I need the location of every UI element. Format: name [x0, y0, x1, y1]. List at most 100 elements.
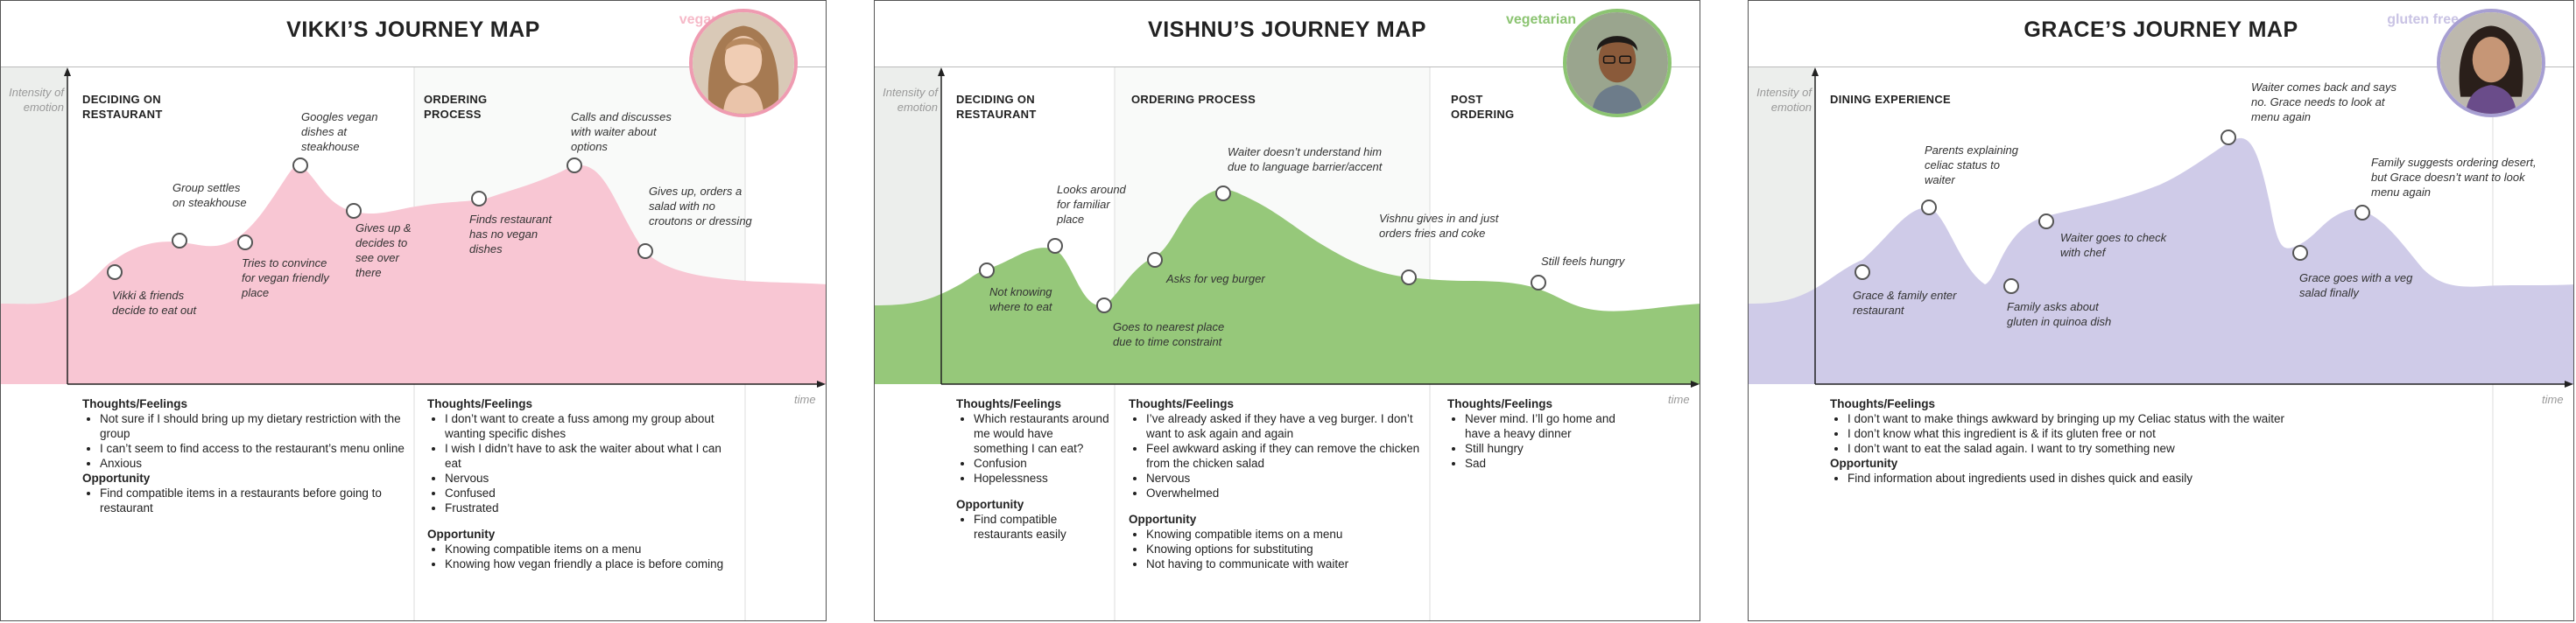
notes-column: Thoughts/Feelings I don’t want to create… — [427, 396, 739, 571]
annotation: Not knowing where to eat — [989, 285, 1052, 313]
event-point — [471, 191, 487, 206]
annotation: Calls and discusses with waiter about op… — [571, 110, 672, 153]
event-point — [237, 234, 253, 250]
thought-item: Nervous — [445, 471, 739, 486]
event-point — [1096, 298, 1112, 313]
opportunity-item: Find information about ingredients used … — [1848, 471, 2460, 486]
diet-badge: gluten free — [2387, 12, 2459, 27]
thought-item: Which restaurants around me would have s… — [974, 411, 1109, 456]
opportunity-item: Find compatible items in a restaurants b… — [100, 486, 406, 515]
notes-column: Thoughts/Feelings Not sure if I should b… — [82, 396, 406, 515]
avatar-grace — [2437, 9, 2545, 117]
thought-item: Hopelessness — [974, 471, 1109, 486]
emotion-area-vikki — [1, 164, 826, 384]
axis-y-label: Intensity of emotion — [883, 86, 938, 114]
thoughts-heading: Thoughts/Feelings — [82, 397, 187, 410]
opportunity-item: Knowing options for substituting — [1146, 542, 1425, 556]
event-point — [2221, 130, 2236, 145]
diet-badge: vegetarian — [1505, 12, 1576, 27]
avatar-vikki — [689, 9, 798, 117]
thoughts-heading: Thoughts/Feelings — [1830, 397, 1935, 410]
annotation: Gives up & decides to see over there — [355, 221, 412, 279]
event-point — [2038, 214, 2054, 229]
annotation: Vishnu gives in and just orders fries an… — [1379, 212, 1499, 240]
event-point — [979, 262, 995, 278]
thought-item: I don’t want to create a fuss among my g… — [445, 411, 739, 441]
thought-item: Sad — [1465, 456, 1636, 471]
event-point — [2354, 205, 2370, 220]
annotation: Asks for veg burger — [1166, 272, 1265, 285]
opportunity-heading: Opportunity — [82, 472, 151, 485]
opportunity-heading: Opportunity — [1129, 513, 1197, 526]
notes-column: Thoughts/Feelings I’ve already asked if … — [1129, 396, 1425, 571]
annotation: Googles vegan dishes at steakhouse — [301, 110, 378, 153]
event-point — [107, 264, 123, 280]
thought-item: I wish I didn’t have to ask the waiter a… — [445, 441, 739, 471]
page-title: VIKKI’S JOURNEY MAP — [1, 1, 826, 67]
thought-item: Anxious — [100, 456, 406, 471]
emotion-chart-grace — [1749, 67, 2573, 620]
emotion-chart-vishnu — [875, 67, 1700, 620]
avatar-vishnu — [1563, 9, 1672, 117]
event-point — [2292, 245, 2308, 261]
journey-map-grace: GRACE’S JOURNEY MAP gluten free Intensit… — [1748, 0, 2574, 621]
opportunity-item: Find compatible restaurants easily — [974, 512, 1109, 542]
emotion-area-grace — [1749, 137, 2573, 384]
stage-label: DECIDING ON RESTAURANT — [956, 93, 1037, 121]
thought-item: Never mind. I’ll go home and have a heav… — [1465, 411, 1636, 441]
annotation: Finds restaurant has no vegan dishes — [469, 213, 552, 256]
annotation: Waiter comes back and says no. Grace nee… — [2251, 80, 2397, 123]
page-title: VISHNU’S JOURNEY MAP — [875, 1, 1700, 67]
event-point — [567, 158, 582, 173]
emotion-chart-vikki — [1, 67, 826, 620]
axis-x-label: time — [794, 393, 816, 406]
stage-label: ORDERING PROCESS — [424, 93, 488, 121]
annotation: Waiter goes to check with chef — [2060, 231, 2167, 259]
annotation: Group settles on steakhouse — [172, 181, 247, 209]
annotation: Family suggests ordering desert, but Gra… — [2371, 156, 2537, 199]
emotion-area-vishnu — [875, 189, 1700, 384]
axis-y-label: Intensity of emotion — [1756, 86, 1812, 114]
stage-label: DECIDING ON RESTAURANT — [82, 93, 163, 121]
axis-x-label: time — [1668, 393, 1690, 406]
thought-item: Frustrated — [445, 500, 739, 515]
page-title: GRACE’S JOURNEY MAP — [1749, 1, 2573, 67]
opportunity-item: Not having to communicate with waiter — [1146, 556, 1425, 571]
event-point — [292, 158, 308, 173]
stage-label: DINING EXPERIENCE — [1830, 93, 1952, 106]
thought-item: Nervous — [1146, 471, 1425, 486]
thoughts-heading: Thoughts/Feelings — [1129, 397, 1234, 410]
event-point — [1401, 270, 1417, 285]
annotation: Still feels hungry — [1541, 255, 1625, 268]
annotation: Gives up, orders a salad with no crouton… — [649, 185, 752, 228]
event-point — [1215, 186, 1231, 201]
annotation: Tries to convince for vegan friendly pla… — [242, 256, 329, 299]
event-point — [1855, 264, 1870, 280]
annotation: Looks around for familiar place — [1057, 183, 1126, 226]
notes-column: Thoughts/Feelings I don’t want to make t… — [1830, 396, 2460, 486]
annotation: Waiter doesn’t understand him due to lan… — [1228, 145, 1383, 173]
axis-x-label: time — [2542, 393, 2564, 406]
axis-y-label: Intensity of emotion — [9, 86, 64, 114]
stage-label: POST ORDERING — [1451, 93, 1515, 121]
stage-label: ORDERING PROCESS — [1131, 93, 1256, 106]
notes-column: Thoughts/Feelings Never mind. I’ll go ho… — [1447, 396, 1636, 471]
event-point — [1047, 238, 1063, 254]
thought-item: Confused — [445, 486, 739, 500]
event-point — [637, 243, 653, 259]
thoughts-heading: Thoughts/Feelings — [1447, 397, 1552, 410]
event-point — [2003, 278, 2019, 294]
opportunity-heading: Opportunity — [427, 528, 496, 541]
opportunity-heading: Opportunity — [1830, 457, 1898, 470]
thought-item: Not sure if I should bring up my dietary… — [100, 411, 406, 441]
thought-item: Confusion — [974, 456, 1109, 471]
thoughts-heading: Thoughts/Feelings — [427, 397, 532, 410]
opportunity-heading: Opportunity — [956, 498, 1024, 511]
thought-item: I don’t know what this ingredient is & i… — [1848, 426, 2460, 441]
annotation: Parents explaining celiac status to wait… — [1925, 144, 2018, 186]
journey-map-vikki: VIKKI’S JOURNEY MAP vegan Intensity of e… — [0, 0, 827, 621]
event-point — [1921, 200, 1937, 215]
annotation: Grace & family enter restaurant — [1853, 289, 1957, 317]
annotation: Goes to nearest place due to time constr… — [1113, 320, 1225, 348]
opportunity-item: Knowing how vegan friendly a place is be… — [445, 556, 739, 571]
